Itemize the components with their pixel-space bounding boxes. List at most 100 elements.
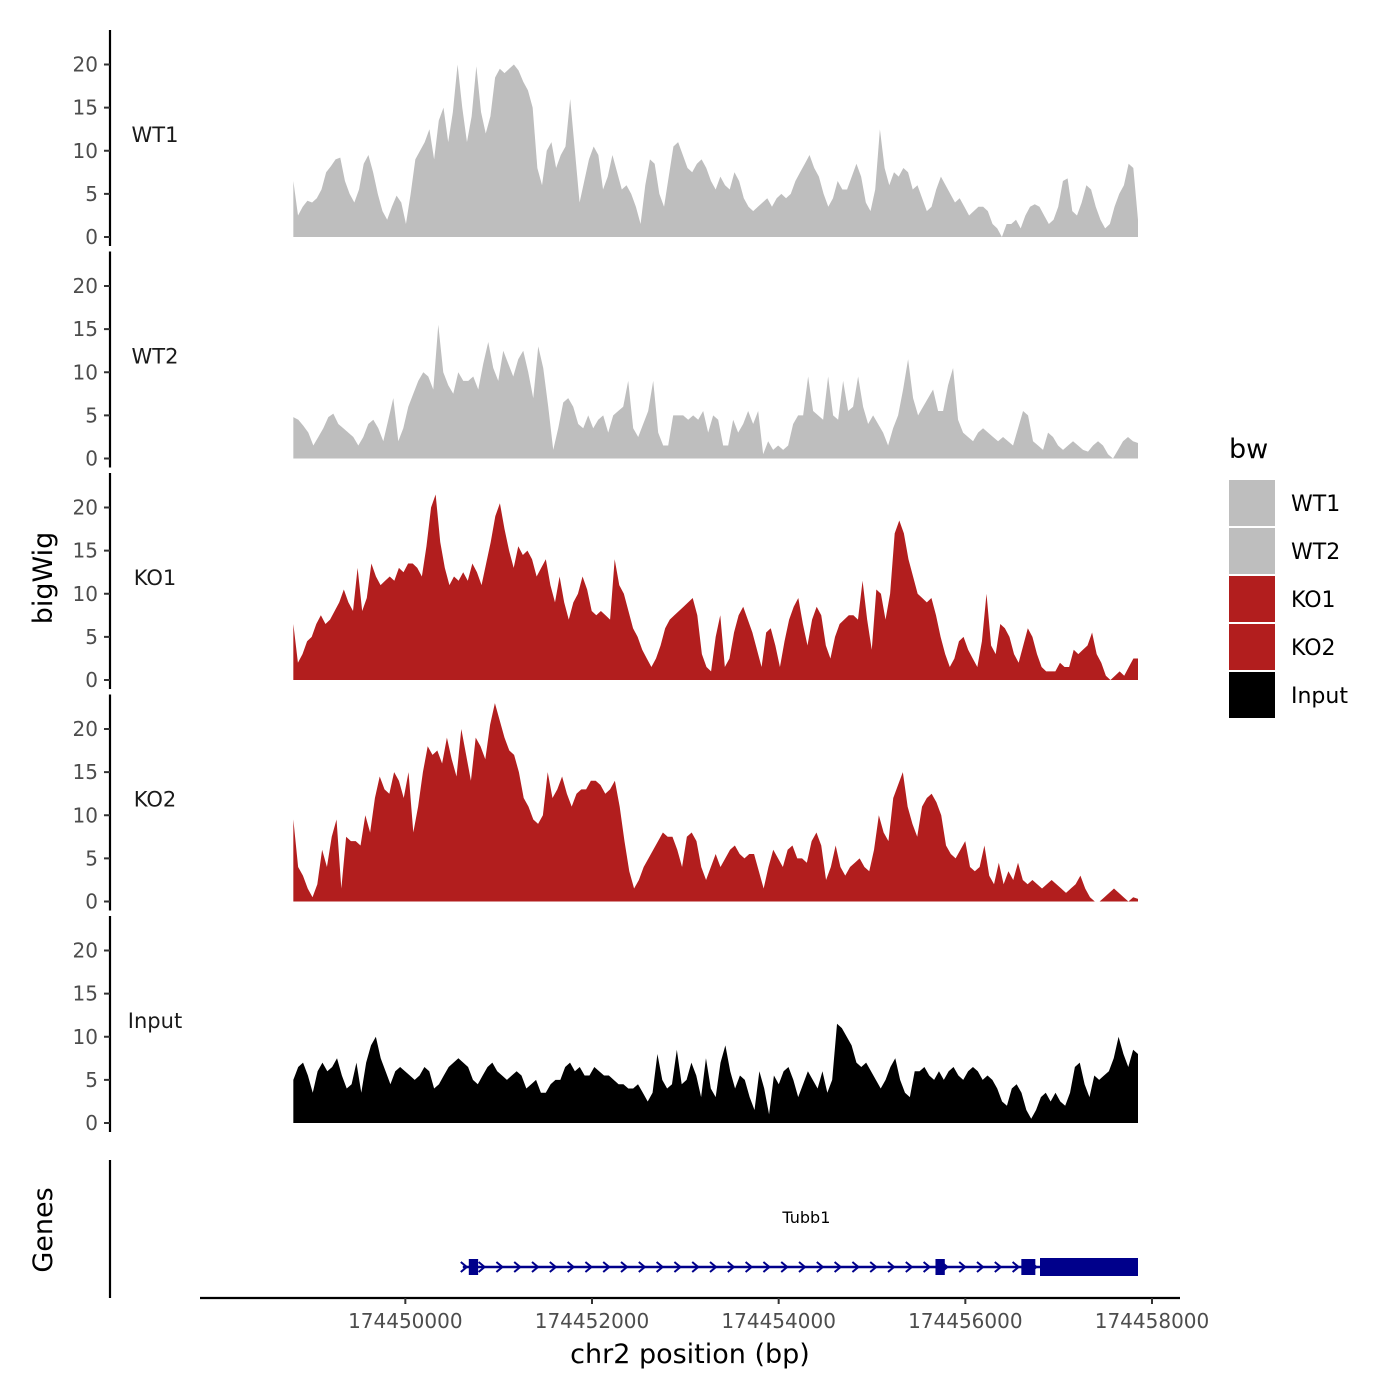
strand-arrow (549, 1261, 558, 1273)
gene-name-label: Tubb1 (781, 1208, 830, 1227)
gene-exon (1040, 1258, 1138, 1276)
signal-tracks: 0 5 10 15 20 WT1 0 5 10 15 20 WT2 0 5 10 15 20 KO1 0 5 10 15 2… (73, 30, 1139, 1135)
y-tick-label: 10 (73, 582, 98, 606)
y-tick-label: 5 (85, 1068, 98, 1092)
track-label-wt2: WT2 (132, 345, 179, 369)
x-tick-label: 174456000 (908, 1309, 1023, 1333)
y-tick-label: 20 (73, 274, 98, 298)
strand-arrow (460, 1261, 469, 1273)
track-label-wt1: WT1 (132, 123, 179, 147)
strand-arrow (744, 1261, 754, 1273)
y-tick-label: 5 (85, 625, 98, 649)
legend-label-ko1: KO1 (1291, 588, 1336, 613)
y-tick-label: 0 (85, 890, 98, 914)
x-axis-title: chr2 position (bp) (570, 1339, 810, 1370)
y-tick-label: 0 (85, 225, 98, 249)
y-tick-label: 5 (85, 403, 98, 427)
x-tick-label: 174454000 (721, 1309, 836, 1333)
strand-arrow (798, 1261, 807, 1273)
y-tick-label: 5 (85, 846, 98, 870)
strand-arrow (477, 1261, 487, 1273)
y-tick-label: 0 (85, 668, 98, 692)
legend-swatch-input (1229, 672, 1275, 718)
strand-arrow (584, 1261, 593, 1273)
y-tick-label: 0 (85, 447, 98, 471)
signal-area-ko2 (293, 703, 1139, 902)
track-panel-ko1: 0 5 10 15 20 KO1 (73, 473, 1139, 692)
strand-arrow (655, 1261, 665, 1273)
legend-title: bw (1229, 434, 1268, 465)
strand-arrow (958, 1261, 967, 1273)
track-label-ko2: KO2 (134, 788, 177, 812)
strand-arrow (762, 1261, 771, 1273)
y-tick-label: 15 (73, 539, 98, 563)
y-axis-title: bigWig (28, 532, 59, 625)
strand-arrow (780, 1261, 789, 1273)
strand-arrow (531, 1261, 540, 1273)
track-label-ko1: KO1 (134, 566, 177, 590)
signal-area-input (293, 1023, 1139, 1123)
strand-arrow (495, 1261, 504, 1273)
legend-swatch-ko2 (1229, 624, 1275, 670)
track-label-input: Input (128, 1009, 182, 1033)
strand-arrow (602, 1261, 611, 1273)
legend-label-wt1: WT1 (1291, 492, 1340, 517)
y-tick-label: 10 (73, 139, 98, 163)
strand-arrow (869, 1261, 878, 1273)
strand-arrow (833, 1261, 843, 1273)
y-tick-label: 20 (73, 717, 98, 741)
strand-arrow (994, 1261, 1003, 1273)
strand-arrow (620, 1261, 629, 1273)
legend-label-ko2: KO2 (1291, 636, 1336, 661)
gene-exon (935, 1259, 945, 1275)
genes-track-title: Genes (28, 1187, 59, 1272)
track-panel-ko2: 0 5 10 15 20 KO2 (73, 694, 1139, 914)
signal-area-ko1 (293, 494, 1139, 680)
y-tick-label: 20 (73, 53, 98, 77)
y-tick-label: 10 (73, 803, 98, 827)
strand-arrow (1011, 1261, 1021, 1273)
strand-arrow (922, 1261, 932, 1273)
strand-arrow (851, 1261, 860, 1273)
x-axis: 174450000 174452000 174454000 174456000 1744… (200, 1296, 1210, 1333)
y-tick-label: 20 (73, 496, 98, 520)
y-tick-label: 15 (73, 982, 98, 1006)
strand-arrow (673, 1261, 682, 1273)
legend-swatch-ko1 (1229, 576, 1275, 622)
x-tick-label: 174452000 (535, 1309, 650, 1333)
track-panel-input: 0 5 10 15 20 Input (73, 916, 1139, 1135)
legend-swatch-wt1 (1229, 480, 1275, 526)
strand-arrow (566, 1261, 576, 1273)
y-tick-label: 20 (73, 939, 98, 963)
strand-arrow (727, 1261, 736, 1273)
y-tick-label: 10 (73, 360, 98, 384)
x-tick-label: 174458000 (1095, 1309, 1210, 1333)
gene-exon (1021, 1259, 1036, 1275)
x-tick-label: 174450000 (348, 1309, 463, 1333)
gene-tubb1: Tubb1 (460, 1208, 1138, 1276)
track-panel-wt2: 0 5 10 15 20 WT2 (73, 251, 1139, 471)
legend-swatch-wt2 (1229, 528, 1275, 574)
y-tick-label: 15 (73, 317, 98, 341)
legend-label-input: Input (1291, 684, 1348, 709)
y-tick-label: 0 (85, 1111, 98, 1135)
track-panel-wt1: 0 5 10 15 20 WT1 (73, 30, 1139, 249)
legend-label-wt2: WT2 (1291, 540, 1340, 565)
strand-arrow (638, 1261, 647, 1273)
y-tick-label: 5 (85, 182, 98, 206)
y-tick-label: 15 (73, 96, 98, 120)
y-tick-label: 10 (73, 1025, 98, 1049)
strand-arrow (709, 1261, 718, 1273)
signal-area-wt1 (293, 64, 1139, 237)
gene-exon (468, 1259, 479, 1275)
genes-track: Tubb1 (108, 1160, 1138, 1298)
strand-arrow (976, 1261, 985, 1273)
signal-area-wt2 (293, 324, 1139, 459)
strand-arrow (513, 1261, 522, 1273)
strand-arrow (691, 1261, 700, 1273)
strand-arrow (887, 1261, 896, 1273)
strand-arrow (905, 1261, 914, 1273)
y-tick-label: 15 (73, 760, 98, 784)
legend: bw WT1 WT2 KO1 KO2 Input (1229, 434, 1348, 718)
